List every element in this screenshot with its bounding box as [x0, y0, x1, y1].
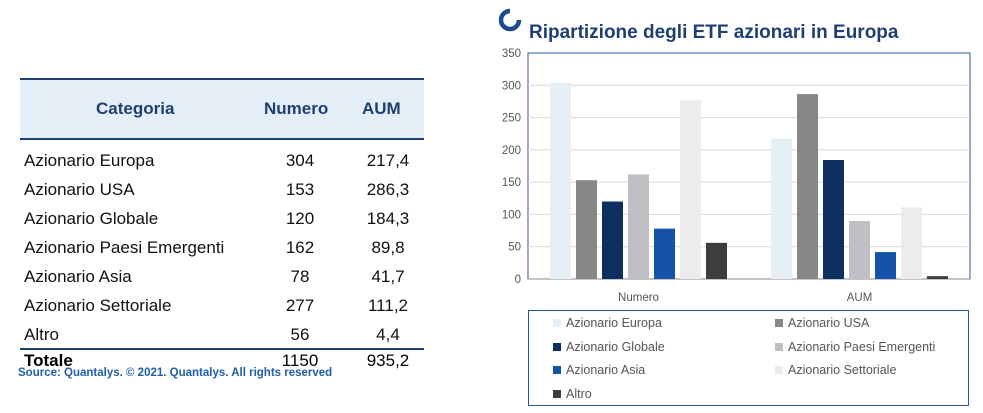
- header-category: Categoria: [96, 99, 175, 118]
- legend-swatch: [553, 319, 561, 327]
- row-category: Azionario Settoriale: [24, 296, 172, 315]
- row-aum: 89,8: [371, 238, 405, 257]
- bar: [927, 276, 948, 279]
- y-tick-label: 0: [515, 274, 521, 286]
- bar: [849, 221, 870, 279]
- etf-table: Categoria Numero AUM Azionario Europa 304…: [20, 78, 424, 372]
- legend-swatch: [553, 342, 561, 351]
- legend-swatch: [775, 319, 783, 327]
- y-tick-label: 200: [502, 145, 521, 157]
- row-number: 277: [285, 296, 315, 315]
- legend-item: Azionario Settoriale: [775, 360, 896, 380]
- row-aum: 217,4: [366, 151, 410, 170]
- table-row: Altro 56 4,4: [20, 319, 424, 348]
- row-number: 120: [285, 209, 315, 228]
- row-number: 78: [290, 267, 310, 286]
- legend-label: Azionario Globale: [566, 339, 665, 354]
- table-row: Azionario Paesi Emergenti 162 89,8: [20, 232, 424, 261]
- header-aum: AUM: [362, 99, 401, 118]
- row-category: Azionario Globale: [24, 209, 159, 228]
- legend-item: Azionario Europa: [553, 313, 662, 333]
- table-body: Azionario Europa 304 217,4 Azionario USA 153…: [20, 140, 424, 348]
- y-tick-label: 300: [502, 80, 521, 92]
- bar: [771, 138, 792, 279]
- legend-item: Azionario Asia: [553, 360, 645, 380]
- table-header: Categoria Numero AUM: [20, 78, 424, 140]
- row-aum: 184,3: [366, 209, 410, 228]
- legend-swatch: [553, 389, 561, 398]
- table-row: Azionario USA 153 286,3: [20, 174, 424, 203]
- bar: [550, 82, 571, 280]
- legend-label: Azionario Settoriale: [788, 363, 897, 377]
- row-category: Azionario Asia: [24, 267, 132, 286]
- bar: [875, 252, 896, 279]
- table-row: Azionario Globale 120 184,3: [20, 203, 424, 232]
- legend-label: Azionario Europa: [566, 316, 662, 330]
- legend-item: Azionario Globale: [553, 337, 665, 357]
- table-row: Azionario Asia 78 41,7: [20, 261, 424, 290]
- bar: [576, 180, 597, 279]
- row-category: Azionario USA: [24, 180, 135, 199]
- bar: [654, 228, 675, 279]
- row-aum: 286,3: [366, 180, 410, 199]
- table-row: Azionario Europa 304 217,4: [20, 145, 424, 174]
- total-label: Totale: [24, 351, 73, 370]
- row-category: Azionario Europa: [24, 151, 155, 170]
- chart-legend: Azionario Europa Azionario USA Azionario G…: [528, 310, 969, 406]
- legend-label: Azionario USA: [788, 316, 870, 330]
- row-number: 56: [290, 325, 310, 344]
- bar: [628, 174, 649, 279]
- table-total-row: Totale 1150 935,2: [20, 348, 424, 372]
- chart-title: Ripartizione degli ETF azionari in Europ…: [529, 22, 899, 43]
- legend-swatch: [553, 366, 561, 374]
- bar: [602, 201, 623, 279]
- legend-label: Azionario Asia: [566, 363, 646, 377]
- y-tick-label: 350: [502, 48, 521, 60]
- x-tick-label: AUM: [847, 292, 873, 304]
- row-aum: 41,7: [371, 267, 405, 286]
- row-aum: 111,2: [367, 296, 409, 315]
- row-number: 153: [285, 180, 315, 199]
- legend-item: Altro: [553, 384, 592, 404]
- total-number: 1150: [281, 351, 319, 370]
- bar: [680, 100, 701, 279]
- y-tick-label: 50: [508, 242, 521, 254]
- header-number: Numero: [264, 99, 329, 118]
- y-tick-label: 150: [502, 177, 521, 189]
- quantalys-logo-icon: [498, 8, 522, 32]
- bar-chart: 0 50 100 150 200 250 300 350 Numero AUM: [502, 48, 971, 304]
- legend-item: Azionario Paesi Emergenti: [775, 337, 935, 357]
- legend-label: Altro: [566, 386, 592, 401]
- bar: [706, 242, 727, 279]
- row-number: 304: [285, 151, 315, 170]
- row-aum: 4,4: [376, 325, 400, 344]
- bar: [823, 159, 844, 279]
- legend-label: Azionario Paesi Emergenti: [788, 339, 936, 354]
- row-number: 162: [285, 238, 315, 257]
- y-tick-label: 100: [502, 209, 521, 221]
- total-aum: 935,2: [366, 351, 410, 370]
- y-tick-label: 250: [502, 113, 521, 125]
- x-tick-label: Numero: [618, 292, 659, 304]
- legend-swatch: [775, 366, 783, 374]
- legend-item: Azionario USA: [775, 313, 869, 333]
- bar: [901, 207, 922, 279]
- row-category: Azionario Paesi Emergenti: [24, 238, 225, 257]
- legend-swatch: [775, 342, 783, 351]
- source-note: Source: Quantalys. © 2021. Quantalys. Al…: [18, 367, 333, 379]
- row-category: Altro: [24, 325, 59, 344]
- table-row: Azionario Settoriale 277 111,2: [20, 290, 424, 319]
- bar: [797, 94, 818, 279]
